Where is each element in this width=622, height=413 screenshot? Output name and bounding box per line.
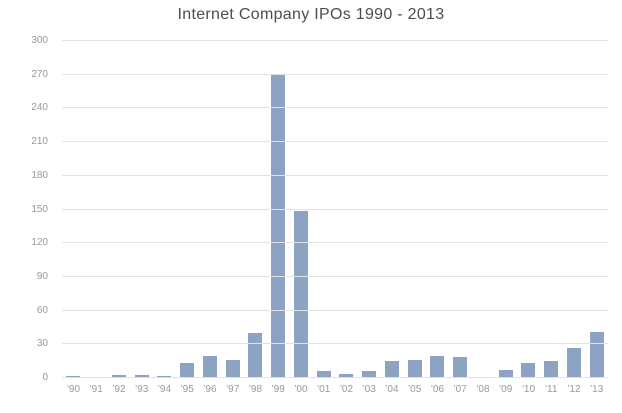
bar-slot: ’04: [381, 41, 404, 395]
bar: [589, 331, 604, 378]
x-tick-label: ’12: [567, 384, 581, 395]
bar-slot: ’01: [312, 41, 335, 395]
bar: [362, 371, 377, 378]
gridline: [62, 343, 608, 345]
bar-slot: ’90: [62, 41, 85, 395]
bar-slot: ’93: [130, 41, 153, 395]
y-tick-label: 30: [36, 338, 48, 350]
bar: [157, 375, 172, 378]
bar-slot: ’08: [472, 41, 495, 395]
bar-slot: ’00: [290, 41, 313, 395]
chart-title: Internet Company IPOs 1990 - 2013: [177, 6, 445, 23]
bar-slot: ’92: [108, 41, 131, 395]
x-tick-label: ’07: [453, 384, 467, 395]
y-tick-label: 0: [42, 372, 48, 383]
x-tick-label: ’01: [316, 384, 331, 395]
x-tick-label: ’99: [271, 384, 285, 395]
y-tick-label: 120: [31, 237, 48, 249]
gridline: [62, 141, 608, 143]
bar: [384, 361, 399, 378]
gridline: [62, 309, 608, 311]
bar-slot: ’96: [199, 41, 222, 395]
bar: [498, 370, 513, 378]
gridline: [62, 208, 608, 210]
y-tick-label: 60: [36, 304, 48, 316]
bar: [566, 347, 581, 378]
bar-slot: ’11: [540, 41, 563, 395]
bar: [407, 360, 422, 378]
x-tick-label: ’03: [362, 384, 376, 395]
y-axis: 0 30 60 90 120 150 180 210 240 270 300: [0, 36, 56, 383]
x-tick-label: ’08: [476, 384, 490, 395]
bar-slot: ’94: [153, 41, 176, 395]
x-tick-label: ’92: [112, 384, 126, 395]
x-tick-label: ’93: [134, 384, 149, 395]
gridline: [62, 73, 608, 75]
x-tick-label: ’95: [180, 384, 194, 395]
bar: [202, 355, 217, 378]
x-tick-label: ’05: [407, 384, 422, 395]
y-tick-label: 240: [31, 102, 48, 114]
bar-slot: ’07: [449, 41, 472, 395]
bar: [339, 373, 354, 378]
bar-slot: ’12: [563, 41, 586, 395]
bar: [293, 210, 308, 378]
x-tick-label: ’13: [589, 384, 604, 395]
bar: [180, 363, 195, 378]
bar-slot: ’91: [85, 41, 108, 395]
bar-slot: ’98: [244, 41, 267, 395]
x-tick-label: ’94: [157, 384, 172, 395]
bar-slot: ’97: [221, 41, 244, 395]
x-tick-label: ’11: [544, 384, 558, 395]
bar-slot: ’95: [176, 41, 199, 395]
bar: [134, 374, 149, 378]
x-tick-label: ’10: [521, 384, 536, 395]
bar: [521, 363, 536, 378]
plot-area: ’90 ’91 ’92 ’93 ’94 ’95 ’96 ’97 ’98 ’99 ’00 ’01 ’02 ’…: [62, 40, 608, 395]
x-tick-label: ’96: [203, 384, 217, 395]
bar: [66, 375, 81, 378]
bar-slot: ’05: [403, 41, 426, 395]
gridline: [62, 377, 608, 378]
bars: ’90 ’91 ’92 ’93 ’94 ’95 ’96 ’97 ’98 ’99 ’00 ’01 ’02 ’…: [62, 41, 608, 395]
bar-slot: ’02: [335, 41, 358, 395]
bar: [248, 333, 263, 378]
y-tick-label: 300: [31, 35, 48, 46]
bar: [544, 361, 559, 378]
y-tick-label: 180: [31, 169, 48, 181]
gridline: [62, 242, 608, 244]
bar: [453, 356, 468, 378]
gridline: [62, 174, 608, 176]
x-tick-label: ’02: [339, 384, 354, 395]
x-tick-label: ’97: [225, 384, 240, 395]
x-tick-label: ’00: [294, 384, 308, 395]
bar: [430, 355, 445, 378]
y-tick-label: 270: [31, 68, 48, 80]
bar-slot: ’99: [267, 41, 290, 395]
x-tick-label: ’91: [89, 384, 103, 395]
x-tick-label: ’98: [248, 384, 263, 395]
bar-slot: ’03: [358, 41, 381, 395]
bar-slot: ’13: [585, 41, 608, 395]
y-tick-label: 150: [31, 203, 48, 215]
bar: [225, 360, 240, 378]
y-tick-label: 90: [36, 270, 48, 282]
gridline: [62, 40, 608, 41]
bar: [316, 371, 331, 378]
bar-slot: ’10: [517, 41, 540, 395]
gridline: [62, 107, 608, 109]
y-tick-label: 210: [31, 136, 48, 148]
bar: [271, 73, 286, 378]
bar-slot: ’06: [426, 41, 449, 395]
x-tick-label: ’09: [498, 384, 513, 395]
x-tick-label: ’90: [66, 384, 81, 395]
x-tick-label: ’06: [430, 384, 445, 395]
gridline: [62, 275, 608, 277]
bar-slot: ’09: [494, 41, 517, 395]
x-tick-label: ’04: [385, 384, 399, 395]
bar: [111, 374, 126, 378]
